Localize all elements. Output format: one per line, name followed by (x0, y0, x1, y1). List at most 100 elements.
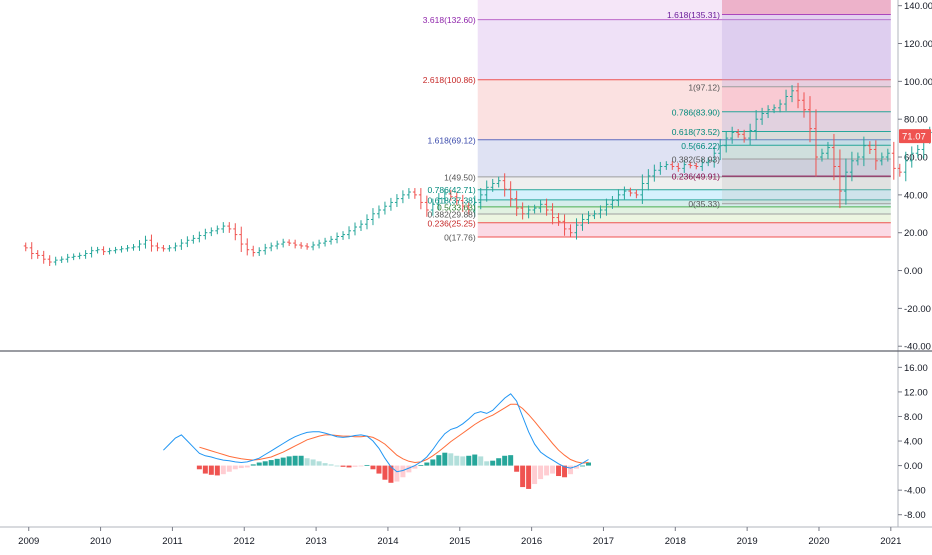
ohlc-bar (688, 161, 693, 169)
ohlc-bar (837, 149, 842, 209)
fib-level-label: 2.618(100.86) (423, 75, 476, 85)
macd-histogram-bar (484, 461, 490, 466)
ohlc-bar (227, 222, 232, 233)
ohlc-bar (59, 256, 64, 263)
macd-histogram-bar (268, 460, 274, 466)
fib-level-label: 0.618(73.52) (672, 127, 720, 137)
ohlc-bar (245, 238, 250, 256)
ohlc-bar (466, 201, 471, 215)
ohlc-bar (167, 245, 172, 252)
ohlc-bar (646, 169, 651, 191)
fibonacci-layer (477, 0, 891, 238)
ohlc-bar (406, 188, 411, 199)
ohlc-bar (257, 247, 262, 256)
ohlc-bar (376, 205, 381, 219)
macd-tick-label: 16.00 (904, 363, 928, 374)
fib-zone (477, 206, 891, 215)
macd-histogram-bar (196, 465, 202, 470)
macd-histogram-bar (364, 464, 370, 466)
macd-tick-label: 8.00 (904, 412, 923, 423)
macd-histogram-bar (310, 459, 316, 466)
macd-histogram-bar (406, 465, 412, 473)
ohlc-bar (155, 242, 160, 252)
ohlc-bar (748, 123, 753, 145)
price-tick-label: 60.00 (904, 153, 928, 164)
macd-histogram-bar (334, 465, 340, 467)
ohlc-bar (724, 131, 729, 153)
macd-histogram-bar (358, 465, 364, 467)
macd-histogram-bar (238, 465, 244, 469)
macd-histogram-bar (382, 465, 388, 480)
macd-line (163, 393, 589, 473)
ohlc-bar (53, 256, 58, 266)
macd-histogram-bar (490, 460, 496, 466)
ohlc-bar (442, 188, 447, 204)
ohlc-bar (424, 195, 429, 217)
ohlc-bar (682, 160, 687, 173)
macd-histogram-bar (376, 465, 382, 474)
fib-level-label: 0.382(58.93) (672, 155, 720, 165)
macd-histogram-bar (532, 465, 538, 485)
ohlc-bar (903, 151, 908, 182)
ohlc-bar (891, 141, 896, 180)
macd-histogram-bar (340, 465, 346, 467)
fib-zone (477, 79, 891, 140)
macd-histogram-bar (280, 457, 286, 466)
ohlc-bar (179, 239, 184, 250)
fib-level-label: 0.5(66.22) (681, 141, 720, 151)
ohlc-bar (831, 133, 836, 181)
fib-level-label: 0(17.76) (444, 232, 476, 242)
ohlc-bar (586, 211, 591, 224)
ohlc-bar (598, 205, 603, 219)
ohlc-bar (83, 250, 88, 259)
fib-level-label: 0.618(37.38) (428, 195, 476, 205)
time-tick-label: 2021 (880, 536, 901, 547)
ohlc-bar (796, 82, 801, 109)
ohlc-bar (861, 136, 866, 167)
fib-zone (721, 86, 891, 112)
price-tick-label: 80.00 (904, 115, 928, 126)
ohlc-bar (867, 141, 872, 154)
ohlc-bar (263, 243, 268, 255)
fib-level-label: 1.618(135.31) (667, 10, 720, 20)
ohlc-bar (448, 189, 453, 201)
ohlc-bar (622, 186, 627, 200)
time-tick-label: 2018 (665, 536, 686, 547)
ohlc-bar (113, 246, 118, 254)
ohlc-bar (460, 194, 465, 212)
last-price-marker: 71.07 (899, 129, 931, 144)
macd-histogram-bar (544, 465, 550, 476)
time-tick-label: 2013 (306, 536, 327, 547)
ohlc-bar (107, 247, 112, 255)
ohlc-bar (813, 109, 818, 177)
macd-histogram-bar (436, 455, 442, 466)
ohlc-bar (766, 105, 771, 119)
macd-histogram-bar (574, 465, 580, 469)
macd-histogram-bar (298, 455, 304, 466)
time-tick-label: 2009 (18, 536, 39, 547)
ohlc-bar (71, 253, 76, 261)
ohlc-bar (616, 189, 621, 207)
ohlc-bar (574, 218, 579, 240)
macd-histogram-bar (466, 455, 472, 466)
fib-zone (721, 0, 891, 15)
fib-zone (477, 222, 891, 237)
ohlc-bar (640, 174, 645, 204)
fib-zone (477, 199, 891, 207)
fib-level-label: 0.786(83.90) (672, 107, 720, 117)
ohlc-bar (215, 225, 220, 235)
fib-zone (477, 176, 891, 190)
macd-histogram-bar (256, 462, 262, 466)
fib-zone (721, 176, 891, 204)
ohlc-bar (628, 187, 633, 197)
ohlc-bar (706, 157, 711, 167)
time-tick-label: 2019 (737, 536, 758, 547)
ohlc-bar (592, 210, 597, 220)
ohlc-bar (849, 151, 854, 182)
time-tick-label: 2011 (162, 536, 182, 547)
ohlc-bar (652, 164, 657, 182)
macd-histogram-bar (316, 461, 322, 466)
ohlc-bar (143, 235, 148, 249)
